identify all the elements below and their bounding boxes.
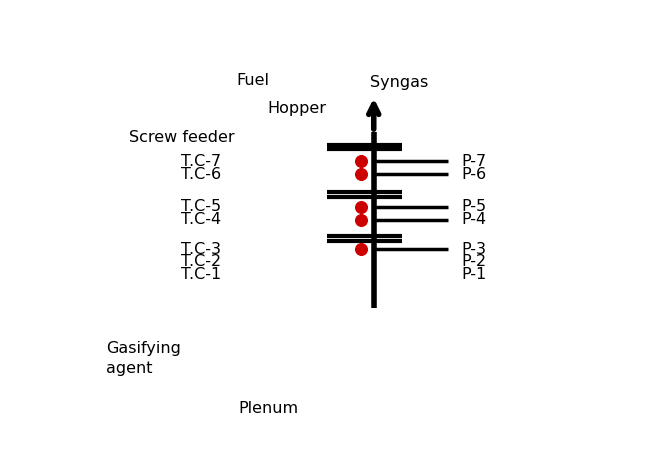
Point (356, 203, 367, 211)
Text: T.C-3: T.C-3 (181, 241, 221, 256)
Text: Gasifying
agent: Gasifying agent (106, 342, 181, 376)
Text: Plenum: Plenum (238, 400, 298, 416)
Text: T.C-7: T.C-7 (181, 154, 221, 169)
Text: P-6: P-6 (461, 167, 486, 181)
Point (356, 216, 367, 224)
Text: T.C-2: T.C-2 (181, 254, 221, 269)
Text: P-3: P-3 (461, 241, 486, 256)
Text: Syngas: Syngas (371, 75, 428, 90)
Text: T.C-4: T.C-4 (181, 212, 221, 227)
Point (356, 170, 367, 178)
Text: T.C-5: T.C-5 (181, 200, 221, 214)
Text: P-1: P-1 (461, 267, 487, 282)
Text: P-2: P-2 (461, 254, 486, 269)
Text: T.C-1: T.C-1 (181, 267, 222, 282)
Text: P-7: P-7 (461, 154, 486, 169)
Text: Fuel: Fuel (236, 73, 270, 88)
Text: Hopper: Hopper (267, 101, 326, 116)
Text: P-5: P-5 (461, 200, 486, 214)
Text: Screw feeder: Screw feeder (129, 130, 235, 145)
Point (356, 157, 367, 165)
Text: T.C-6: T.C-6 (181, 167, 221, 181)
Text: P-4: P-4 (461, 212, 486, 227)
Point (356, 245, 367, 253)
